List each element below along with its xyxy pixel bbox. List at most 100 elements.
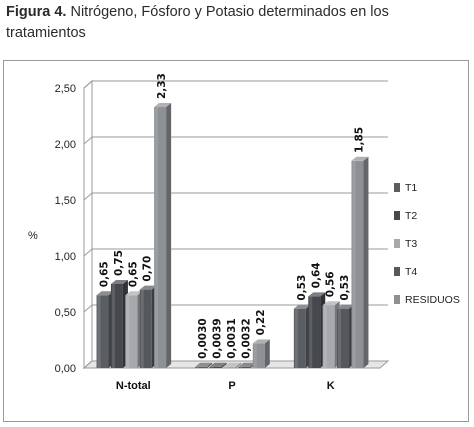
y-tick-label: 1,00 [55, 251, 76, 263]
legend-swatch [394, 267, 400, 276]
bar-front [110, 284, 123, 368]
bar-front [139, 289, 152, 368]
gridline [83, 248, 388, 257]
bar-t2-p [209, 362, 227, 368]
data-label: 0,53 [296, 275, 308, 301]
data-label: 0,64 [310, 262, 322, 288]
legend-swatch [394, 211, 400, 220]
bar-residuos-k [351, 156, 369, 368]
bar-front [125, 295, 138, 368]
gridline [83, 80, 388, 89]
data-label: 0,70 [142, 256, 154, 282]
y-tick-label: 0,00 [55, 363, 76, 375]
bar-front [293, 308, 306, 368]
bar-top [252, 339, 270, 344]
data-label: 0,53 [339, 275, 351, 301]
figure-caption: Figura 4. Nitrógeno, Fósforo y Potasio d… [6, 2, 466, 44]
legend-swatch [394, 239, 400, 248]
bar-front [337, 308, 350, 368]
data-label: 0,22 [255, 309, 267, 335]
bar-side [236, 362, 241, 368]
figure-caption-prefix: Figura 4. [6, 4, 67, 20]
side-wall [83, 79, 93, 370]
bar-top [322, 301, 340, 306]
bar-highlight [294, 308, 298, 368]
bar-top [238, 362, 256, 367]
legend-entry: T2 [405, 210, 417, 222]
data-label: 0,65 [127, 261, 139, 287]
category-label: P [228, 380, 235, 392]
bar-highlight [196, 366, 200, 368]
data-label: 2,33 [156, 73, 168, 99]
bar-front [322, 305, 335, 368]
bar-front [238, 366, 251, 368]
bar-highlight [338, 308, 342, 368]
category-label: N-total [116, 380, 151, 392]
bar-top [125, 291, 143, 296]
bar-top [154, 103, 172, 108]
data-labels: 0,65 0,75 0,65 0,702,330,0030 0,0039 0,0031 0,… [99, 73, 366, 359]
bar-front [195, 366, 208, 368]
figure-caption-text: Nitrógeno, Fósforo y Potasio determinado… [6, 4, 389, 41]
data-label: 0,0032 [240, 318, 252, 359]
bar-front [224, 366, 236, 368]
bar-top [224, 362, 241, 367]
bar-t1-p [195, 362, 213, 368]
bar-top [110, 280, 128, 284]
y-tick-label: 1,50 [55, 195, 76, 207]
category-label: K [327, 380, 335, 392]
bar-highlight [352, 160, 356, 368]
bar-highlight [155, 107, 159, 368]
bar-top [337, 304, 355, 309]
legend-entry: RESIDUOS [405, 294, 460, 306]
y-axis-ticks: 0,00 0,50 1,00 1,50 2,00 2,50 [55, 83, 76, 375]
x-axis-categories: N-total P K [116, 380, 335, 392]
gridline [83, 304, 388, 313]
bar-highlight [111, 284, 115, 368]
bar-top [351, 156, 369, 161]
bar-front [209, 366, 222, 368]
data-label: 0,65 [99, 261, 111, 287]
bar-highlight [253, 343, 257, 368]
data-label: 0,0030 [197, 318, 209, 359]
data-label: 0,0031 [226, 318, 238, 359]
bar-side [221, 362, 227, 368]
gridline [83, 192, 388, 201]
bar-residuos-n-total [154, 103, 172, 368]
y-tick-label: 0,50 [55, 307, 76, 319]
gridline [83, 360, 388, 369]
bar-side [207, 362, 213, 368]
bar-top [308, 292, 326, 297]
bar-residuos-p [252, 339, 270, 368]
chart-gridlines [83, 80, 388, 369]
bar-highlight [210, 366, 214, 368]
legend-entry: T3 [405, 238, 417, 250]
bar-top [195, 362, 213, 367]
bar-top [96, 291, 114, 296]
legend-swatch [394, 183, 400, 192]
chart-frame: 0,00 0,50 1,00 1,50 2,00 2,50 % 0,65 0,75 0,65 0… [3, 60, 469, 422]
chart-legend: T1 T2 T3 T4 RESIDUOS [394, 182, 460, 306]
bar-front [351, 160, 364, 368]
data-label: 0,56 [325, 271, 337, 297]
bar-top [139, 285, 157, 290]
y-tick-label: 2,00 [55, 139, 76, 151]
data-label: 0,75 [113, 250, 125, 276]
bar-front [154, 107, 167, 368]
bar-t3-p [224, 362, 241, 368]
bar-top [293, 304, 311, 309]
bar-chart: 0,000,501,001,502,002,50 % 0,65 0,75 0,65 0… [28, 73, 460, 392]
bar-front [96, 295, 109, 368]
bar-highlight [97, 295, 101, 368]
bar-highlight [323, 305, 327, 368]
bar-highlight [225, 366, 228, 368]
chart-bars [96, 103, 369, 368]
y-axis-label: % [28, 230, 38, 242]
bar-front [308, 296, 321, 368]
bar-side [166, 103, 172, 368]
y-tick-label: 2,50 [55, 83, 76, 95]
legend-entry: T1 [405, 182, 417, 194]
bar-highlight [140, 289, 144, 368]
bar-highlight [126, 295, 130, 368]
legend-swatch [394, 295, 400, 304]
